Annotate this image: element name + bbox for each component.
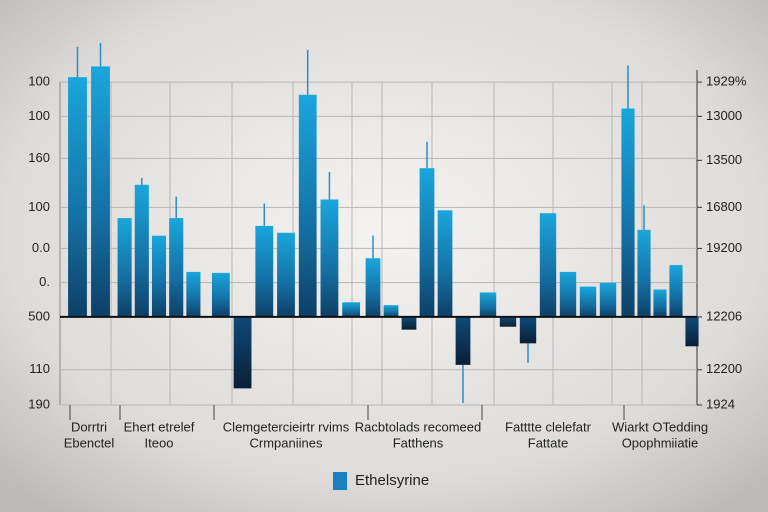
bar [419,168,435,317]
y-tick-label: 500 [28,308,50,323]
x-group-label: Racbtolads recomeed [355,419,481,434]
bar [169,218,184,317]
bar [298,94,317,317]
bar [685,316,699,347]
y-tick-label: 0.0 [32,240,50,255]
bar [579,286,597,317]
bar [669,265,683,317]
bar [653,289,667,317]
bar [91,66,110,317]
x-group-label: Clemgetercieirtr rvims [223,419,350,434]
bar [365,258,381,317]
bar [559,271,577,317]
y-tick-label: 190 [28,396,50,411]
y2-tick-label: 19200 [706,240,742,255]
x-group-label: Dorrtri [71,419,107,434]
bar [117,218,132,317]
x-group-label: Ebenctel [64,435,115,450]
bar [621,108,635,317]
bar [637,229,651,317]
bar [479,292,497,317]
y-tick-label: 100 [28,74,50,89]
x-group-label: Wiarkt OTedding [612,419,708,434]
x-group-label: Iteoo [145,435,174,450]
bar [519,316,537,344]
y-tick-label: 110 [29,361,50,376]
bar [134,184,149,317]
x-group-label: Fatthens [393,435,444,450]
x-group-label: Crmpaniines [250,435,323,450]
legend-label: Ethelsyrine [355,472,429,489]
bar [233,316,252,389]
y2-tick-label: 12200 [706,361,742,376]
y-tick-label: 100 [28,199,50,214]
y2-tick-label: 13000 [706,108,742,123]
y2-tick-label: 13500 [706,152,742,167]
y-tick-label: 100 [28,108,50,123]
bar [151,235,167,317]
bar [437,210,453,317]
bar [277,232,295,317]
bar [499,316,517,327]
x-group-label: Ehert etrelef [124,419,195,434]
bar [255,225,274,317]
legend-swatch [333,472,347,490]
bar [599,282,617,317]
y2-tick-label: 1929% [706,74,747,89]
bar [68,77,87,317]
bar [539,213,557,317]
bar [186,271,201,317]
x-group-label: Fattate [528,435,568,450]
y2-tick-label: 1924 [706,396,735,411]
y2-tick-label: 16800 [706,199,742,214]
bar [401,316,417,330]
y2-tick-label: 12206 [706,308,742,323]
x-group-label: Opophmiiatie [622,435,699,450]
bar [342,302,361,317]
x-group-label: Fatttte clelefatr [505,419,592,434]
bar [455,316,471,365]
y-tick-label: 160 [28,150,50,165]
y-tick-label: 0. [39,274,50,289]
bar [320,199,339,317]
bar [383,305,399,317]
bar [211,272,230,317]
